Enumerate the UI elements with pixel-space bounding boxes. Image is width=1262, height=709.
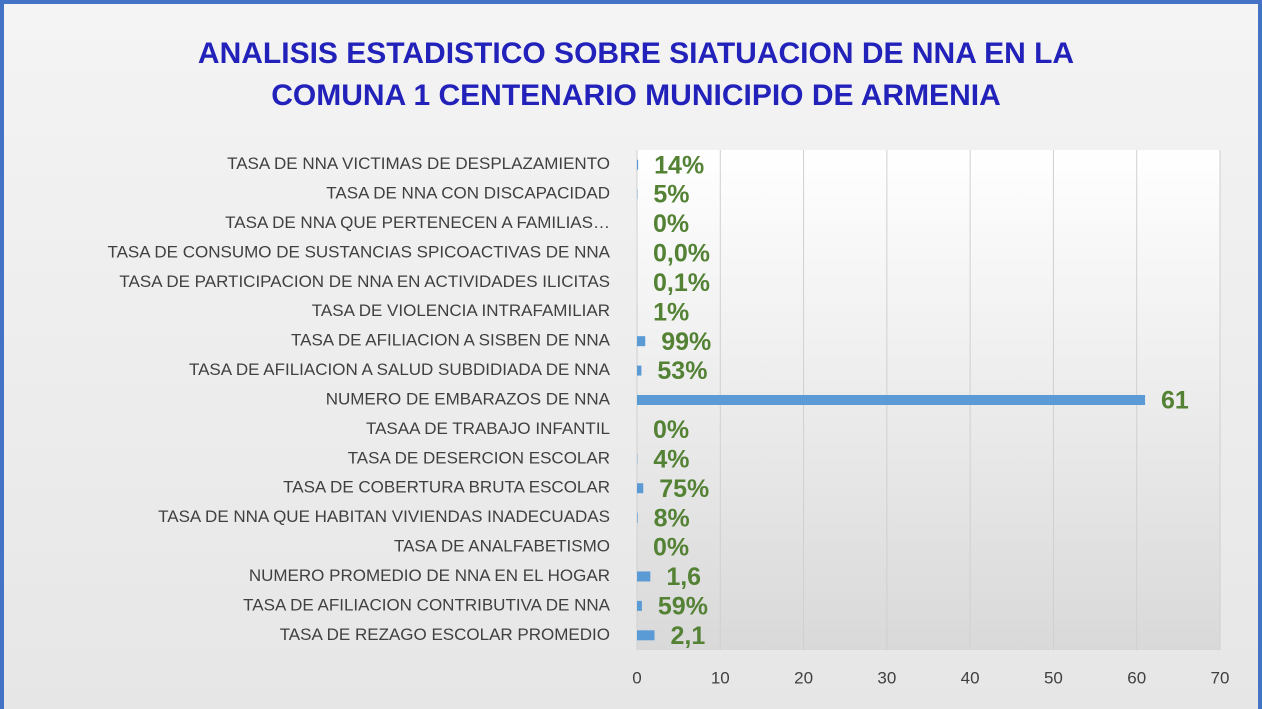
bar <box>637 512 638 523</box>
chart-title: COMUNA 1 CENTENARIO MUNICIPIO DE ARMENIA <box>271 79 1000 112</box>
value-label: 2,1 <box>670 622 705 650</box>
value-label: 75% <box>659 475 709 503</box>
value-label: 5% <box>653 181 689 209</box>
y-tick-label: TASA DE ANALFABETISMO <box>394 537 610 556</box>
y-tick-label: TASA DE PARTICIPACION DE NNA EN ACTIVIDA… <box>119 272 610 291</box>
x-tick-label: 30 <box>877 668 896 687</box>
value-label: 14% <box>654 151 704 179</box>
value-label: 0% <box>653 210 689 238</box>
value-label: 4% <box>653 445 689 473</box>
value-label: 53% <box>657 357 707 385</box>
y-tick-label: TASA DE NNA QUE PERTENECEN A FAMILIAS… <box>225 213 610 232</box>
bar <box>637 630 655 641</box>
x-tick-label: 20 <box>794 668 813 687</box>
y-tick-label: TASAA DE TRABAJO INFANTIL <box>366 419 610 438</box>
y-tick-label: TASA DE CONSUMO DE SUSTANCIAS SPICOACTIV… <box>107 242 610 261</box>
y-tick-label: NUMERO PROMEDIO DE NNA EN EL HOGAR <box>249 566 610 585</box>
value-label: 1,6 <box>666 563 701 591</box>
value-label: 0% <box>653 534 689 562</box>
y-tick-label: TASA DE AFILIACION CONTRIBUTIVA DE NNA <box>243 595 610 614</box>
value-label: 0,0% <box>653 240 710 268</box>
bar <box>637 336 646 347</box>
bar <box>637 600 642 611</box>
bar <box>637 365 642 376</box>
y-tick-label: TASA DE VIOLENCIA INTRAFAMILIAR <box>312 301 610 320</box>
value-label: 99% <box>661 328 711 356</box>
y-tick-label: TASA DE DESERCION ESCOLAR <box>348 448 610 467</box>
y-tick-label: TASA DE AFILIACION A SALUD SUBDIDIADA DE… <box>189 360 611 379</box>
x-tick-label: 40 <box>961 668 980 687</box>
value-label: 1% <box>653 298 689 326</box>
chart-title: ANALISIS ESTADISTICO SOBRE SIATUACION DE… <box>198 37 1074 70</box>
y-tick-label: TASA DE NNA VICTIMAS DE DESPLAZAMIENTO <box>227 154 610 173</box>
x-tick-label: 60 <box>1127 668 1146 687</box>
y-tick-label: NUMERO DE EMBARAZOS DE NNA <box>326 389 611 408</box>
value-label: 61 <box>1161 387 1189 415</box>
bar <box>637 395 1146 405</box>
x-tick-label: 70 <box>1211 668 1230 687</box>
y-tick-label: TASA DE REZAGO ESCOLAR PROMEDIO <box>280 625 610 644</box>
x-tick-label: 10 <box>711 668 730 687</box>
bar <box>637 571 651 582</box>
y-tick-label: TASA DE COBERTURA BRUTA ESCOLAR <box>283 478 610 497</box>
y-tick-label: TASA DE AFILIACION A SISBEN DE NNA <box>291 331 611 350</box>
y-tick-label: TASA DE NNA CON DISCAPACIDAD <box>326 184 610 203</box>
value-label: 59% <box>658 592 708 620</box>
value-label: 8% <box>654 504 690 532</box>
y-tick-label: TASA DE NNA QUE HABITAN VIVIENDAS INADEC… <box>158 507 610 526</box>
value-label: 0,1% <box>653 269 710 297</box>
value-label: 0% <box>653 416 689 444</box>
bar <box>637 159 639 170</box>
bar <box>637 483 644 494</box>
x-tick-label: 50 <box>1044 668 1063 687</box>
x-tick-label: 0 <box>632 668 641 687</box>
